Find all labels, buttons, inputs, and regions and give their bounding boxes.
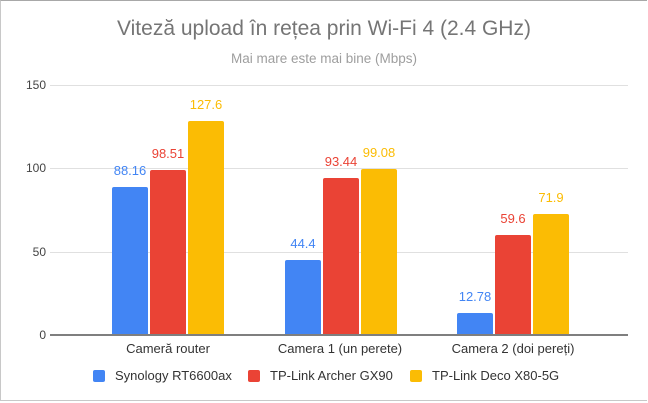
value-label: 93.44 <box>324 154 358 170</box>
plot-area <box>50 85 628 336</box>
bar-deco-1[interactable] <box>361 168 397 334</box>
y-tick-100: 100 <box>25 161 46 175</box>
x-label-camera-router: Cameră router <box>126 341 210 356</box>
bar-archer-2[interactable] <box>495 234 531 334</box>
legend-item-synology[interactable]: Synology RT6600ax <box>93 368 232 383</box>
legend-item-deco[interactable]: TP-Link Deco X80-5G <box>410 368 559 383</box>
x-label-camera-1: Camera 1 (un perete) <box>277 341 403 356</box>
value-label: 127.6 <box>189 97 223 113</box>
chart-title: Viteză upload în rețea prin Wi-Fi 4 (2.4… <box>117 17 531 40</box>
value-label: 59.6 <box>500 210 526 226</box>
legend-swatch-yellow-icon <box>410 369 422 382</box>
value-label: 44.4 <box>290 236 316 251</box>
value-label: 12.78 <box>458 288 492 304</box>
y-tick-0: 0 <box>39 328 46 342</box>
y-tick-150: 150 <box>25 78 46 92</box>
y-tick-50: 50 <box>32 245 46 259</box>
value-label: 99.08 <box>362 144 396 160</box>
legend-item-archer[interactable]: TP-Link Archer GX90 <box>248 368 393 383</box>
legend-label: TP-Link Archer GX90 <box>270 368 393 383</box>
gridline-100 <box>50 168 628 169</box>
bar-synology-1[interactable] <box>285 260 321 334</box>
gridline-150 <box>50 85 628 86</box>
legend-swatch-red-icon <box>248 369 260 382</box>
bar-synology-0[interactable] <box>112 187 148 334</box>
bar-archer-1[interactable] <box>323 178 359 334</box>
x-axis-baseline <box>50 334 628 336</box>
bar-deco-0[interactable] <box>188 121 224 334</box>
bar-synology-2[interactable] <box>457 312 493 334</box>
legend-swatch-blue-icon <box>93 369 105 382</box>
value-label: 71.9 <box>538 190 564 206</box>
legend-label: Synology RT6600ax <box>115 368 232 383</box>
chart-subtitle: Mai mare este mai bine (Mbps) <box>230 51 418 66</box>
value-label: 88.16 <box>113 163 147 179</box>
bar-archer-0[interactable] <box>150 169 186 334</box>
legend: Synology RT6600ax TP-Link Archer GX90 TP… <box>0 368 648 386</box>
x-label-camera-2: Camera 2 (doi pereți) <box>451 341 575 356</box>
value-label: 98.51 <box>151 145 185 161</box>
bar-deco-2[interactable] <box>533 214 569 334</box>
legend-label: TP-Link Deco X80-5G <box>432 368 560 383</box>
